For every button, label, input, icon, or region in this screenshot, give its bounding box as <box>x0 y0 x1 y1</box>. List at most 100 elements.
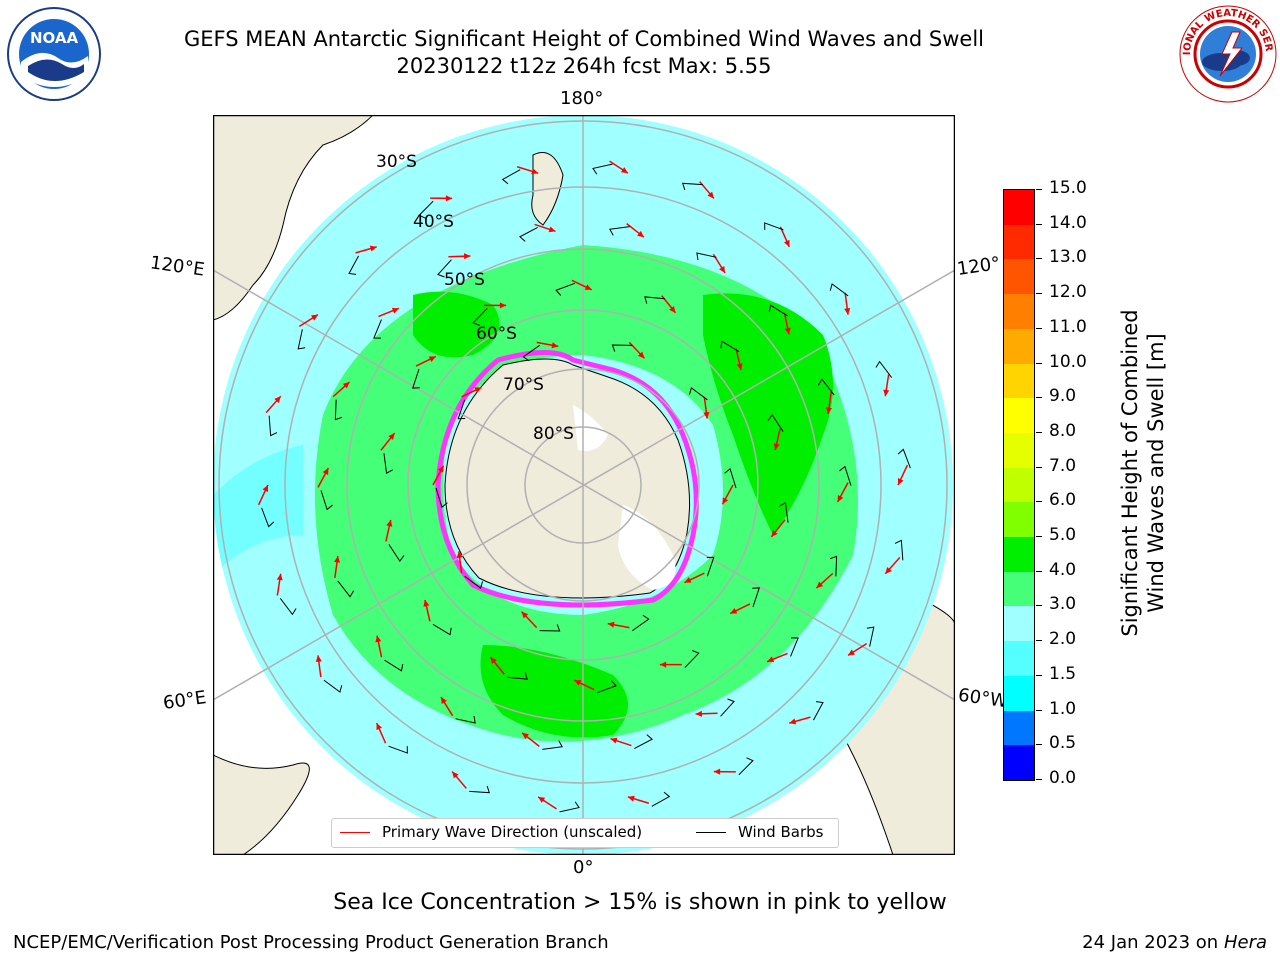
wave-arrow-head <box>789 718 797 725</box>
wave-arrow-head <box>637 230 644 238</box>
wave-arrow-head <box>885 567 892 574</box>
footer-host: Hera <box>1223 932 1267 953</box>
wind-barb <box>634 734 653 749</box>
colorbar-tick-mark <box>1036 501 1042 503</box>
wind-legend-line <box>696 832 726 833</box>
wind-barb <box>764 222 784 231</box>
colorbar-segment <box>1004 502 1034 538</box>
wind-barb <box>519 227 538 242</box>
wave-arrow-head <box>684 577 692 583</box>
wave-arrow-head <box>391 307 399 314</box>
wind-barb <box>752 587 760 608</box>
wind-barb <box>383 453 393 474</box>
wind-barb <box>297 329 306 350</box>
polar-map <box>213 115 955 855</box>
wind-barb <box>720 698 735 717</box>
graticule <box>213 115 955 855</box>
wind-barb <box>435 487 448 508</box>
colorbar-tick-mark <box>1036 189 1042 190</box>
colorbar-tick-label: 5.0 <box>1049 525 1077 546</box>
wind-barb <box>337 580 355 598</box>
wind-barb <box>875 360 893 378</box>
wave-arrow-head <box>784 327 791 335</box>
colorbar-segment <box>1004 571 1034 607</box>
chart-subtitle: 20230122 t12z 264h fcst Max: 5.55 <box>396 54 772 78</box>
wave-arrow-head <box>276 573 283 581</box>
wind-barb <box>768 304 788 317</box>
colorbar-tick-label: 13.0 <box>1049 247 1087 268</box>
wave-arrow-head <box>334 556 341 563</box>
wave-arrow-head <box>499 302 507 309</box>
wave-arrow-head <box>848 649 855 656</box>
wave-arrow-head <box>659 661 667 668</box>
colorbar-tick-mark <box>1036 362 1042 364</box>
wind-barb <box>373 319 382 339</box>
wave-arrow-head <box>474 387 482 393</box>
wave-legend-label: Primary Wave Direction (unscaled) <box>382 823 643 841</box>
wave-arrow-head <box>897 478 904 486</box>
colorbar-tick-label: 2.0 <box>1049 629 1077 650</box>
wave-arrow-head <box>669 306 676 313</box>
wave-arrow-head <box>620 167 628 174</box>
wave-arrow-head <box>342 381 350 389</box>
wind-barb <box>724 468 737 489</box>
wind-barbs <box>261 163 911 813</box>
wave-arrow-head <box>773 443 780 451</box>
lon-label-120e: 120°E <box>148 252 206 281</box>
wave-arrow-head <box>783 239 790 247</box>
colorbar-tick-label: 1.5 <box>1049 663 1077 684</box>
wind-barb <box>779 502 789 523</box>
wave-arrow-head <box>262 484 269 492</box>
wave-arrow-head <box>551 342 559 349</box>
lat-label-70s: 70°S <box>503 375 544 395</box>
wind-barb <box>688 387 708 401</box>
wind-barb <box>839 465 852 486</box>
lat-label-50s: 50°S <box>444 270 485 290</box>
wave-arrow-head <box>816 581 824 589</box>
wind-barb <box>817 378 835 396</box>
wind-barb <box>684 650 700 668</box>
wind-barb <box>320 490 333 511</box>
ice-shelf-weddell <box>618 505 676 590</box>
wind-barb <box>388 745 408 754</box>
wind-barb <box>412 368 420 389</box>
colorbar-segment <box>1004 224 1034 260</box>
colorbar-tick-mark <box>1036 536 1042 538</box>
colorbar-tick-label: 12.0 <box>1049 282 1087 303</box>
wave-arrow-head <box>574 680 582 686</box>
wind-barb <box>455 715 476 724</box>
colorbar-tick-mark <box>1036 431 1042 433</box>
wave-arrow-head <box>428 356 436 362</box>
wind-barb <box>682 182 703 191</box>
wave-arrow-head <box>464 253 471 260</box>
colorbar-tick-mark <box>1036 327 1042 329</box>
wind-barb <box>706 556 715 577</box>
wind-barb <box>418 200 434 219</box>
wind-barb <box>738 757 754 776</box>
wind-barb <box>696 252 717 261</box>
wind-barb <box>559 801 580 813</box>
wave-arrow-head <box>627 795 635 802</box>
colorbar-segment <box>1004 537 1034 572</box>
lat-label-40s: 40°S <box>413 212 454 232</box>
wave-arrow-head <box>771 530 778 537</box>
wave-arrow-head <box>722 497 729 505</box>
lon-label-180: 180° <box>560 88 604 109</box>
colorbar-tick-label: 8.0 <box>1049 420 1077 441</box>
colorbar-tick-label: 6.0 <box>1049 490 1077 511</box>
colorbar-segment <box>1004 259 1034 295</box>
wave-arrow-head <box>607 621 615 628</box>
wave-arrow-head <box>713 768 721 775</box>
wind-barb <box>334 399 343 421</box>
colorbar-label-line2: Wind Waves and Swell [m] <box>1144 333 1168 613</box>
wave-arrow-head <box>315 655 322 662</box>
wave-arrow-head <box>386 519 393 527</box>
wave-arrow-head <box>736 363 743 371</box>
wave-arrow-head <box>538 796 546 803</box>
lat-label-60s: 60°S <box>476 324 517 344</box>
wind-barb <box>384 659 404 672</box>
colorbar-tick-label: 15.0 <box>1049 178 1087 198</box>
wave-arrow-head <box>610 737 618 744</box>
wave-arrow-head <box>584 284 592 290</box>
wave-arrow-head <box>521 611 529 619</box>
